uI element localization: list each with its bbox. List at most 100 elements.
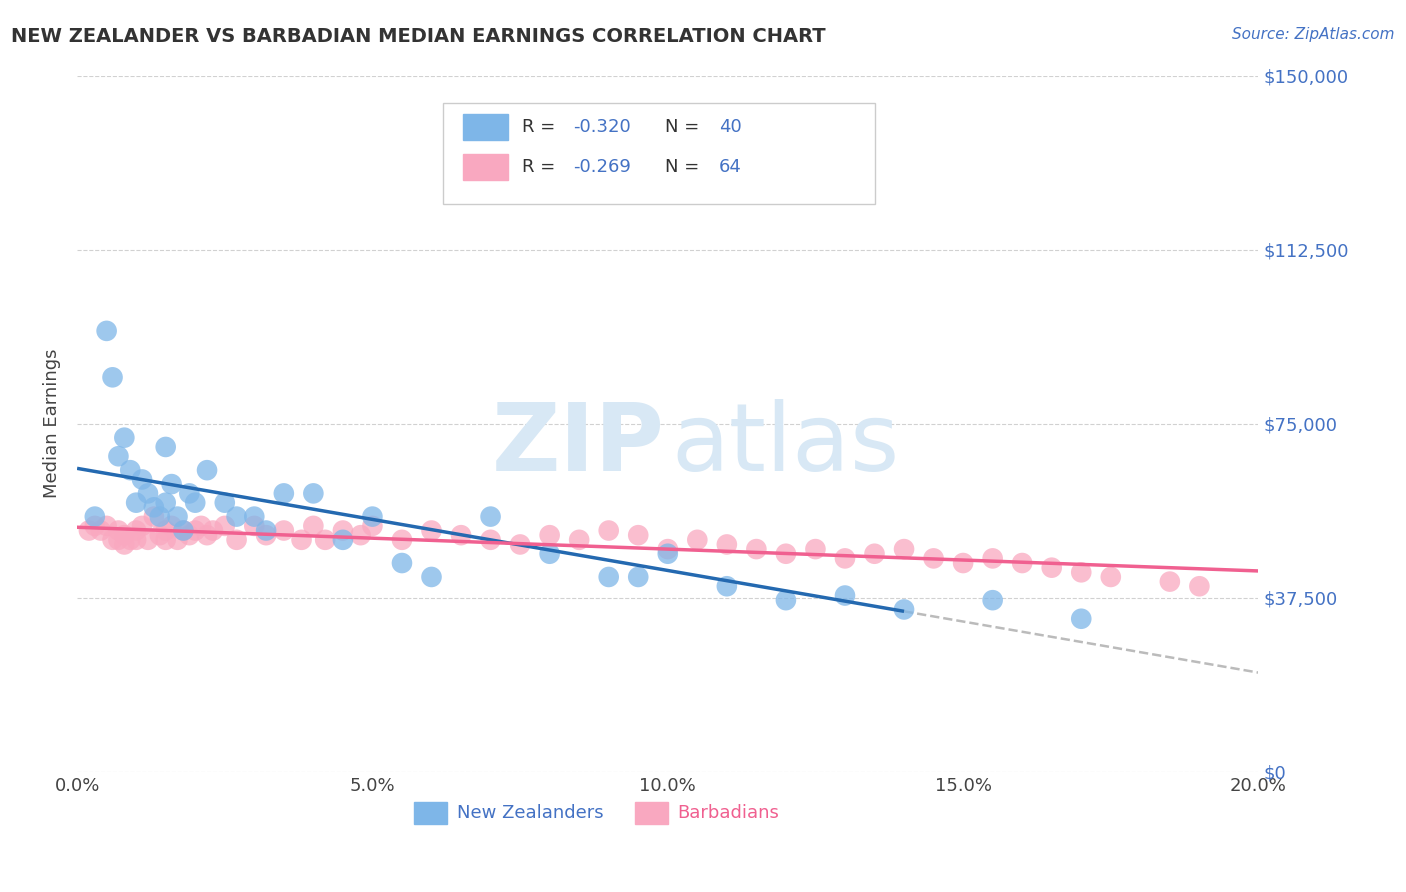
Point — [142, 500, 165, 515]
Point — [136, 486, 159, 500]
Point — [254, 528, 277, 542]
Point — [834, 551, 856, 566]
Point — [1011, 556, 1033, 570]
Point — [131, 519, 153, 533]
Point — [101, 370, 124, 384]
Point — [598, 524, 620, 538]
Point — [107, 533, 129, 547]
Point — [172, 524, 194, 538]
FancyBboxPatch shape — [443, 103, 875, 204]
Point — [804, 542, 827, 557]
Point — [125, 496, 148, 510]
Point — [332, 524, 354, 538]
Point — [166, 509, 188, 524]
Point — [775, 593, 797, 607]
FancyBboxPatch shape — [634, 802, 668, 824]
Text: -0.269: -0.269 — [574, 158, 631, 176]
Point — [101, 533, 124, 547]
Point — [195, 463, 218, 477]
Point — [149, 509, 172, 524]
Text: 64: 64 — [718, 158, 741, 176]
Point — [243, 519, 266, 533]
Point — [195, 528, 218, 542]
Point — [716, 579, 738, 593]
Point — [166, 533, 188, 547]
Point — [225, 509, 247, 524]
Point — [90, 524, 112, 538]
Point — [184, 524, 207, 538]
Point — [627, 570, 650, 584]
Point — [155, 496, 177, 510]
Point — [361, 509, 384, 524]
Point — [107, 524, 129, 538]
Point — [302, 486, 325, 500]
Point — [716, 537, 738, 551]
Point — [922, 551, 945, 566]
Point — [420, 524, 443, 538]
Text: Source: ZipAtlas.com: Source: ZipAtlas.com — [1232, 27, 1395, 42]
Point — [225, 533, 247, 547]
Point — [125, 533, 148, 547]
Point — [952, 556, 974, 570]
Point — [981, 551, 1004, 566]
Point — [112, 537, 135, 551]
Text: ZIP: ZIP — [491, 399, 664, 491]
Point — [131, 473, 153, 487]
Point — [112, 431, 135, 445]
Point — [657, 542, 679, 557]
Point — [172, 524, 194, 538]
Text: New Zealanders: New Zealanders — [457, 804, 605, 822]
Point — [893, 602, 915, 616]
Text: R =: R = — [523, 118, 561, 136]
Point — [420, 570, 443, 584]
Point — [509, 537, 531, 551]
FancyBboxPatch shape — [464, 114, 509, 140]
FancyBboxPatch shape — [464, 153, 509, 180]
Text: -0.320: -0.320 — [574, 118, 631, 136]
Point — [243, 509, 266, 524]
Point — [179, 486, 201, 500]
Point — [391, 556, 413, 570]
Point — [1070, 612, 1092, 626]
Point — [863, 547, 886, 561]
Point — [314, 533, 336, 547]
Point — [155, 533, 177, 547]
Point — [273, 524, 295, 538]
Point — [479, 509, 502, 524]
Point — [1188, 579, 1211, 593]
Point — [893, 542, 915, 557]
Point — [179, 528, 201, 542]
Point — [391, 533, 413, 547]
Point — [83, 519, 105, 533]
Point — [745, 542, 768, 557]
Point — [834, 589, 856, 603]
Text: 40: 40 — [718, 118, 741, 136]
Point — [332, 533, 354, 547]
Point — [155, 440, 177, 454]
Point — [1070, 566, 1092, 580]
Point — [96, 519, 118, 533]
Y-axis label: Median Earnings: Median Earnings — [44, 349, 60, 499]
Point — [1040, 560, 1063, 574]
Text: NEW ZEALANDER VS BARBADIAN MEDIAN EARNINGS CORRELATION CHART: NEW ZEALANDER VS BARBADIAN MEDIAN EARNIN… — [11, 27, 825, 45]
Point — [201, 524, 224, 538]
Point — [1099, 570, 1122, 584]
Point — [120, 463, 142, 477]
Point — [598, 570, 620, 584]
Point — [112, 528, 135, 542]
Point — [450, 528, 472, 542]
Point — [349, 528, 371, 542]
Point — [160, 477, 183, 491]
Point — [627, 528, 650, 542]
Text: Barbadians: Barbadians — [678, 804, 779, 822]
Point — [479, 533, 502, 547]
Point — [686, 533, 709, 547]
Point — [160, 519, 183, 533]
Point — [538, 528, 561, 542]
Point — [136, 533, 159, 547]
Point — [107, 449, 129, 463]
Text: R =: R = — [523, 158, 561, 176]
Point — [120, 533, 142, 547]
Point — [568, 533, 591, 547]
Point — [538, 547, 561, 561]
